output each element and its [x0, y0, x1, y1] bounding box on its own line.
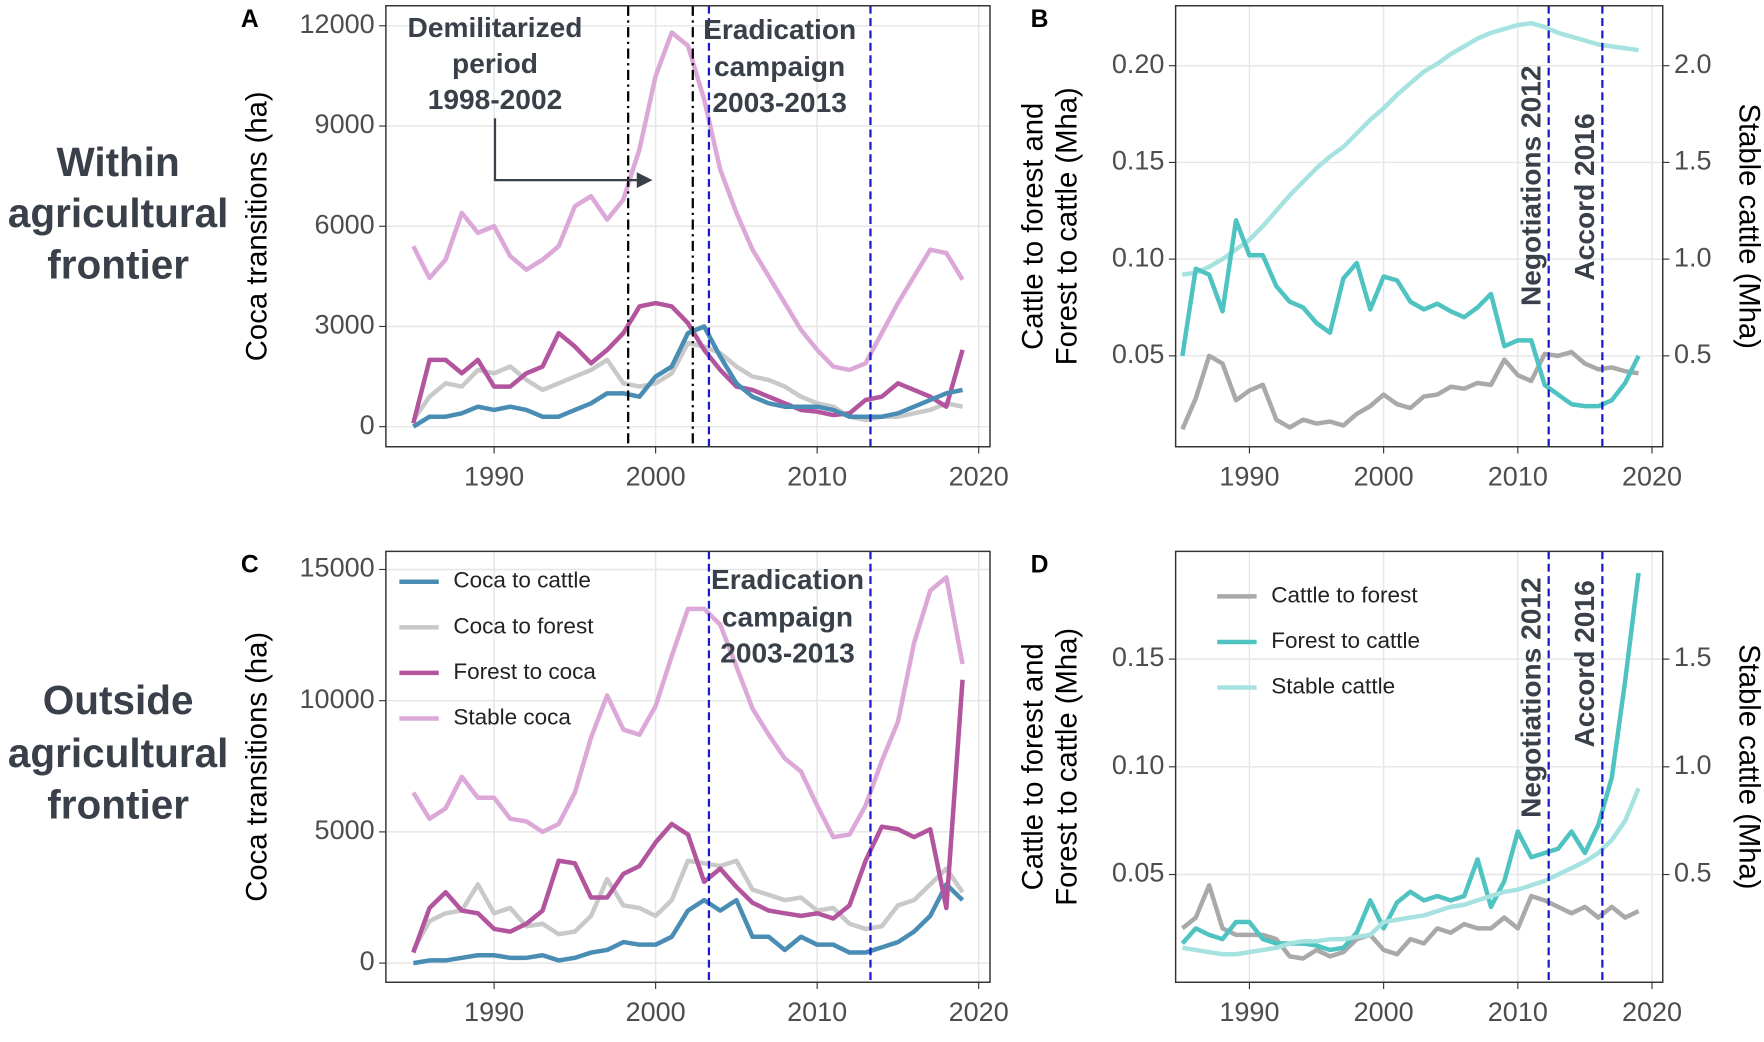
panel-letter: C: [241, 552, 259, 579]
legend-label: Cattle to forest: [1271, 582, 1418, 607]
series-line: [411, 300, 965, 424]
reference-label: Negotiations 2012: [1515, 577, 1546, 818]
x-tick-label: 2020: [1622, 997, 1682, 1027]
y-tick-label: 0.15: [1112, 146, 1165, 176]
y-tick-label: 0.15: [1112, 642, 1165, 672]
legend-label: Forest to coca: [453, 659, 596, 684]
x-tick-label: 2010: [787, 997, 847, 1027]
y-tick-label: 6000: [315, 209, 375, 239]
y-tick-label: 0: [360, 410, 375, 440]
legend-label: Stable coca: [453, 704, 571, 729]
y-tick-label: 12000: [300, 9, 375, 39]
legend-label: Coca to forest: [453, 613, 594, 638]
annotation: 2003-2013: [712, 87, 846, 118]
reference-label: Accord 2016: [1569, 580, 1600, 747]
annotation: 1998-2002: [428, 84, 562, 115]
row-label: Within: [56, 139, 179, 185]
y-axis-title: Coca transitions (ha): [241, 632, 273, 902]
x-tick-label: 1990: [464, 461, 524, 491]
panel-letter: D: [1031, 552, 1049, 579]
y-tick-label: 5000: [315, 815, 375, 845]
x-tick-label: 2000: [1354, 461, 1414, 491]
annotation: 2003-2013: [720, 637, 854, 668]
y-tick-label: 0.10: [1112, 750, 1165, 780]
y-tick-label: 0.10: [1112, 242, 1165, 272]
y2-tick-label: 0.5: [1674, 858, 1712, 888]
x-tick-label: 2020: [949, 461, 1009, 491]
series-line: [1180, 572, 1641, 953]
row-label: frontier: [47, 242, 189, 288]
legend-label: Stable cattle: [1271, 673, 1395, 698]
arrow-head: [636, 172, 653, 188]
x-tick-label: 1990: [464, 997, 524, 1027]
row-label: Outside: [43, 677, 194, 723]
y-tick-label: 10000: [300, 684, 375, 714]
x-tick-label: 2010: [1488, 997, 1548, 1027]
panel-letter: B: [1031, 6, 1049, 33]
reference-label: Negotiations 2012: [1515, 65, 1546, 306]
y-axis-title: Cattle to forest and: [1018, 103, 1050, 350]
x-tick-label: 2010: [1488, 461, 1548, 491]
x-tick-label: 2020: [1622, 461, 1682, 491]
y-tick-label: 9000: [315, 109, 375, 139]
y-tick-label: 0.05: [1112, 858, 1165, 888]
x-tick-label: 2000: [626, 997, 686, 1027]
reference-label: Accord 2016: [1569, 113, 1600, 280]
row-label: agricultural: [8, 730, 229, 776]
y-axis-title: Cattle to forest and: [1018, 643, 1050, 890]
y-tick-label: 0: [360, 946, 375, 976]
series-line: [1180, 218, 1641, 409]
y-axis-title: Coca transitions (ha): [241, 91, 273, 361]
x-tick-label: 2010: [787, 461, 847, 491]
plot-border: [1174, 5, 1664, 448]
annotation-arrow: [493, 118, 642, 182]
y-axis-title: Forest to cattle (Mha): [1051, 87, 1083, 365]
y2-tick-label: 1.0: [1674, 242, 1712, 272]
row-label: agricultural: [8, 190, 229, 236]
plot-border: [1174, 550, 1664, 983]
series-line: [1180, 349, 1639, 431]
series-line: [1182, 787, 1641, 957]
y2-axis-title: Stable cattle (Mha): [1732, 644, 1764, 889]
y-tick-label: 3000: [315, 310, 375, 340]
plot-border: [385, 550, 991, 983]
x-tick-label: 2020: [949, 997, 1009, 1027]
y2-tick-label: 1.5: [1674, 642, 1712, 672]
x-tick-label: 2000: [1354, 997, 1414, 1027]
annotation: campaign: [714, 51, 845, 82]
legend-label: Forest to cattle: [1271, 628, 1420, 653]
y2-tick-label: 0.5: [1674, 339, 1712, 369]
annotation: campaign: [722, 601, 853, 632]
y-axis-title: Forest to cattle (Mha): [1051, 628, 1083, 906]
legend-label: Coca to cattle: [453, 568, 591, 593]
panel-letter: A: [241, 6, 259, 33]
y-tick-label: 0.20: [1112, 49, 1165, 79]
row-label: frontier: [47, 782, 189, 828]
annotation: period: [452, 48, 538, 79]
y2-axis-title: Stable cattle (Mha): [1732, 104, 1764, 349]
y2-tick-label: 1.5: [1674, 146, 1712, 176]
x-tick-label: 1990: [1219, 997, 1279, 1027]
y-tick-label: 15000: [300, 553, 375, 583]
y2-tick-label: 2.0: [1674, 49, 1712, 79]
x-tick-label: 1990: [1219, 461, 1279, 491]
annotation: Demilitarized: [408, 12, 583, 43]
plot-border: [385, 5, 991, 448]
plot-background: [1175, 5, 1663, 447]
series-line: [1182, 20, 1639, 277]
y2-tick-label: 1.0: [1674, 750, 1712, 780]
annotation: Eradication: [711, 564, 864, 595]
annotation: Eradication: [703, 14, 856, 45]
y-tick-label: 0.05: [1112, 339, 1165, 369]
x-tick-label: 2000: [626, 461, 686, 491]
